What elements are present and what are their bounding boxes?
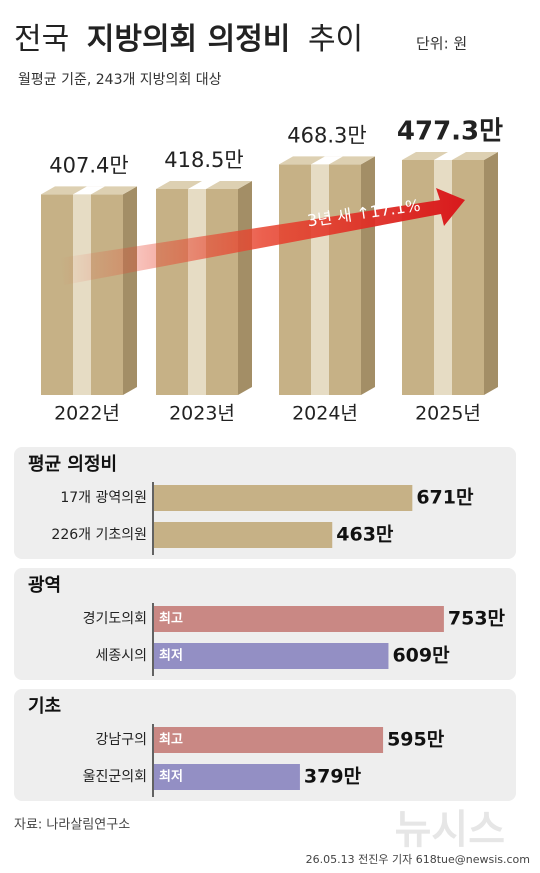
category-label: 세종시의 <box>95 648 147 664</box>
bar <box>154 522 333 548</box>
category-label: 경기도의회 <box>83 611 147 627</box>
trend-arrow <box>60 188 465 285</box>
credit: 26.05.13 전진우 기자 618tue@newsis.com <box>306 853 530 866</box>
category-label: 강남구의 <box>95 732 147 748</box>
box <box>156 180 252 395</box>
tape <box>188 188 206 395</box>
category-label: 울진군의회 <box>83 769 147 785</box>
category-label: 17개 광역의원 <box>60 490 147 506</box>
tape <box>311 164 329 395</box>
box-side <box>361 156 375 395</box>
tape-top <box>311 156 343 165</box>
bar <box>154 606 444 632</box>
box-side <box>123 186 137 395</box>
bar <box>154 485 413 511</box>
box-side <box>484 152 498 395</box>
value-label: 753만 <box>448 608 506 630</box>
box <box>402 152 498 395</box>
unit: 단위: 원 <box>416 35 467 53</box>
bar-tag: 최저 <box>159 770 183 785</box>
x-tick-label: 2022년 <box>54 403 120 425</box>
panel-title: 평균 의정비 <box>28 454 117 475</box>
bar <box>154 643 389 669</box>
title-part: 추이 <box>308 22 363 57</box>
value-label: 595만 <box>387 729 445 751</box>
bar <box>154 727 384 753</box>
category-label: 226개 기초의원 <box>51 527 147 543</box>
watermark: 뉴시스 <box>395 807 505 853</box>
panel-title: 광역 <box>28 575 61 596</box>
tape-top <box>434 152 466 160</box>
value-label: 463만 <box>336 524 394 546</box>
bar-tag: 최저 <box>159 649 183 664</box>
title-part: 지방의회 의정비 <box>87 22 291 57</box>
tape <box>73 194 91 395</box>
value-label: 379만 <box>304 766 362 788</box>
source: 자료: 나라살림연구소 <box>14 818 130 833</box>
box-side <box>238 180 252 395</box>
x-tick-label: 2023년 <box>169 403 235 425</box>
bar <box>154 764 300 790</box>
value-label: 418.5만 <box>164 148 243 172</box>
x-tick-label: 2025년 <box>415 403 481 425</box>
title-part: 전국 <box>14 22 69 57</box>
value-label: 468.3만 <box>287 123 366 147</box>
title: 전국 지방의회 의정비 추이 <box>14 22 363 57</box>
value-label: 477.3만 <box>397 117 503 147</box>
tape-top <box>188 180 220 189</box>
charts: 407.4만 2022년 418.5만 2023년 468.3만 2024년 477.3만 2… <box>28 117 506 797</box>
x-tick-label: 2024년 <box>292 403 358 425</box>
value-label: 407.4만 <box>49 153 128 177</box>
box <box>41 186 137 395</box>
bar-tag: 최고 <box>159 733 183 748</box>
subtitle: 월평균 기준, 243개 지방의회 대상 <box>18 72 222 88</box>
value-label: 609만 <box>392 645 450 667</box>
panel-title: 기초 <box>28 696 61 717</box>
bar-tag: 최고 <box>159 612 183 627</box>
value-label: 671만 <box>416 487 474 509</box>
tape-top <box>73 186 105 195</box>
box <box>279 156 375 395</box>
